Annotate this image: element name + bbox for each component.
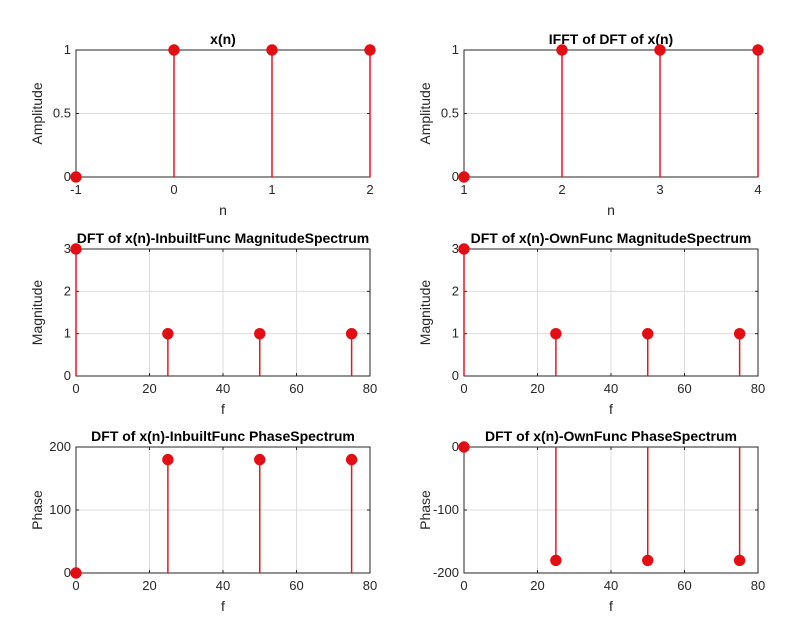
x-tick-label: 40 bbox=[604, 381, 618, 396]
x-tick-label: 80 bbox=[751, 381, 765, 396]
y-tick-label: 1 bbox=[452, 326, 459, 341]
y-axis-label: Magnitude bbox=[29, 280, 45, 346]
y-axis-label: Phase bbox=[29, 490, 45, 530]
x-tick-label: 80 bbox=[751, 578, 765, 593]
subplot-2: 1 2 3 4 0 0.5 1 n Amplitude IFFT of DFT of x(n) bbox=[417, 31, 764, 218]
stem-marker bbox=[458, 441, 470, 453]
stem-marker bbox=[70, 567, 82, 579]
stem-marker bbox=[345, 327, 358, 340]
subplot-title: DFT of x(n)-OwnFunc MagnitudeSpectrum bbox=[471, 230, 752, 246]
x-axis-label: f bbox=[221, 598, 225, 614]
y-tick-label: 0 bbox=[64, 368, 71, 383]
y-tick-label: -100 bbox=[433, 502, 459, 517]
stem-marker bbox=[70, 171, 82, 183]
x-axis-label: f bbox=[609, 401, 613, 417]
y-tick-label: 0 bbox=[452, 439, 459, 454]
subplot-3: 0 20 40 60 80 0 1 2 3 f Magnitude DFT of x(n)-Inbui… bbox=[29, 230, 377, 417]
stem-marker bbox=[733, 327, 746, 340]
y-tick-label: 0.5 bbox=[441, 106, 459, 121]
stem-marker bbox=[550, 327, 562, 340]
subplot-title: DFT of x(n)-InbuiltFunc MagnitudeSpectru… bbox=[77, 230, 369, 246]
subplot-4: 0 20 40 60 80 0 1 2 3 f Magnitude DFT of x(n)-OwnFu… bbox=[417, 230, 765, 417]
y-axis-label: Magnitude bbox=[417, 280, 433, 346]
y-tick-label: 1 bbox=[64, 326, 71, 341]
y-tick-label: 3 bbox=[452, 241, 459, 256]
x-tick-label: 60 bbox=[289, 381, 303, 396]
x-tick-label: 20 bbox=[530, 578, 544, 593]
y-axis-label: Amplitude bbox=[417, 82, 433, 144]
x-tick-label: 1 bbox=[268, 182, 275, 197]
y-tick-label: 2 bbox=[64, 283, 71, 298]
subplot-5: 0 20 40 60 80 0 100 200 f Phase DFT of x(n)-Inbuil… bbox=[29, 428, 377, 614]
stem-marker bbox=[654, 44, 666, 56]
subplot-title: DFT of x(n)-OwnFunc PhaseSpectrum bbox=[485, 428, 737, 444]
x-tick-label: 20 bbox=[530, 381, 544, 396]
x-axis-label: f bbox=[221, 401, 225, 417]
subplot-title: IFFT of DFT of x(n) bbox=[549, 31, 673, 47]
stem-marker bbox=[266, 44, 278, 56]
x-tick-label: 4 bbox=[754, 182, 761, 197]
y-tick-label: 0 bbox=[64, 565, 71, 580]
subplot-title: x(n) bbox=[210, 31, 236, 47]
stem-marker bbox=[364, 44, 376, 56]
subplot-6: 0 20 40 60 80 -200 -100 0 f Phase DFT of x(n)-OwnF… bbox=[417, 428, 765, 614]
y-tick-label: 0 bbox=[452, 169, 459, 184]
x-tick-label: 60 bbox=[677, 578, 691, 593]
x-tick-label: 40 bbox=[216, 381, 230, 396]
x-tick-label: 0 bbox=[72, 578, 79, 593]
x-tick-label: 0 bbox=[460, 381, 467, 396]
x-tick-label: 40 bbox=[216, 578, 230, 593]
stem-marker bbox=[254, 327, 266, 340]
stem-marker bbox=[752, 44, 764, 56]
x-tick-label: 2 bbox=[558, 182, 565, 197]
y-tick-label: 100 bbox=[49, 502, 71, 517]
stem-marker bbox=[70, 243, 82, 255]
y-tick-label: 1 bbox=[64, 42, 71, 57]
stem-marker bbox=[642, 327, 654, 340]
x-tick-label: 0 bbox=[170, 182, 177, 197]
x-tick-label: 80 bbox=[363, 578, 377, 593]
y-tick-label: -200 bbox=[433, 565, 459, 580]
stem-marker bbox=[733, 554, 746, 567]
x-tick-label: 60 bbox=[677, 381, 691, 396]
x-tick-label: 2 bbox=[366, 182, 373, 197]
stem-marker bbox=[556, 44, 568, 56]
stem-marker bbox=[254, 453, 266, 466]
stem-marker bbox=[550, 554, 562, 567]
y-tick-label: 2 bbox=[452, 283, 459, 298]
x-tick-label: 80 bbox=[363, 381, 377, 396]
stem-marker bbox=[642, 554, 654, 567]
x-axis-label: f bbox=[609, 598, 613, 614]
x-tick-label: -1 bbox=[70, 182, 82, 197]
stem-marker bbox=[458, 243, 470, 255]
y-tick-label: 0.5 bbox=[53, 106, 71, 121]
x-tick-label: 0 bbox=[460, 578, 467, 593]
y-tick-label: 1 bbox=[452, 42, 459, 57]
y-tick-label: 0 bbox=[452, 368, 459, 383]
subplot-title: DFT of x(n)-InbuiltFunc PhaseSpectrum bbox=[91, 428, 355, 444]
x-tick-label: 60 bbox=[289, 578, 303, 593]
y-tick-label: 0 bbox=[64, 169, 71, 184]
x-tick-label: 20 bbox=[142, 381, 156, 396]
stem-marker bbox=[458, 171, 470, 183]
y-tick-label: 3 bbox=[64, 241, 71, 256]
x-tick-label: 40 bbox=[604, 578, 618, 593]
x-axis-label: n bbox=[607, 202, 615, 218]
stem-marker bbox=[162, 453, 174, 466]
stem-marker bbox=[168, 44, 180, 56]
x-tick-label: 0 bbox=[72, 381, 79, 396]
stem-marker bbox=[345, 453, 358, 466]
y-axis-label: Phase bbox=[417, 490, 433, 530]
x-tick-label: 20 bbox=[142, 578, 156, 593]
x-tick-label: 1 bbox=[460, 182, 467, 197]
y-axis-label: Amplitude bbox=[29, 82, 45, 144]
x-axis-label: n bbox=[219, 202, 227, 218]
y-tick-label: 200 bbox=[49, 439, 71, 454]
stem-marker bbox=[162, 327, 174, 340]
x-tick-label: 3 bbox=[656, 182, 663, 197]
